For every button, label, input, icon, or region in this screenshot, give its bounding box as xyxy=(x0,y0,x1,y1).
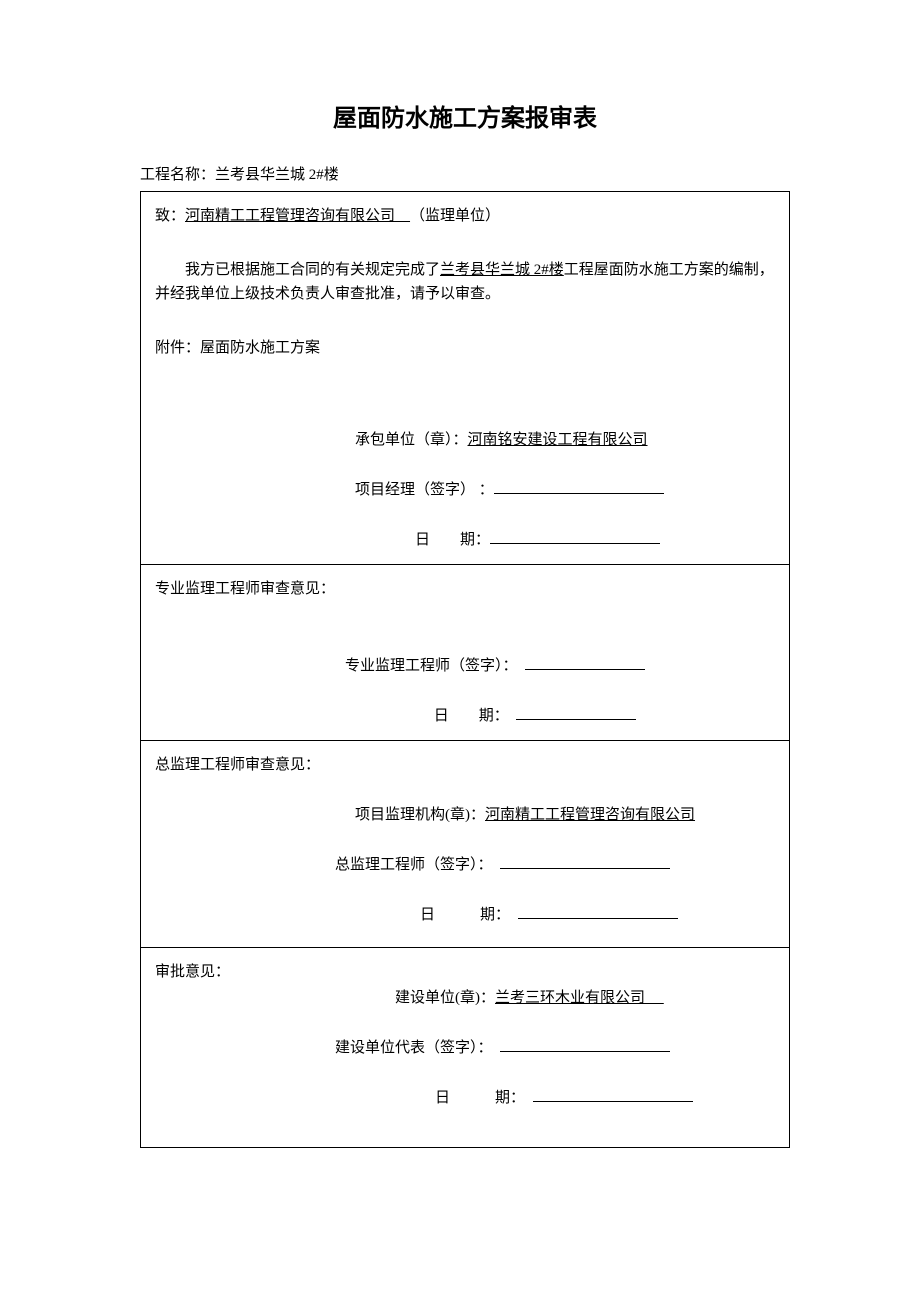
date4-label: 日 期： xyxy=(435,1090,525,1106)
chief-line: 总监理工程师（签字）： xyxy=(155,853,775,877)
date3-blank xyxy=(518,918,678,919)
project-value: 兰考县华兰城 2#楼 xyxy=(215,167,339,183)
section-approval: 审批意见： 建设单位(章)：兰考三环木业有限公司 建设单位代表（签字）： 日 期… xyxy=(141,948,790,1148)
rep-label: 建设单位代表（签字）： xyxy=(335,1040,493,1056)
supervisor-company: 河南精工工程管理咨询有限公司 xyxy=(185,208,410,224)
date2-label: 日 期： xyxy=(434,708,509,724)
body-project: 兰考县华兰城 2#楼 xyxy=(440,262,564,278)
approval-form-table: 致：河南精工工程管理咨询有限公司 （监理单位） 我方已根据施工合同的有关规定完成… xyxy=(140,191,790,1148)
rep-blank xyxy=(500,1051,670,1052)
supervisor-suffix: （监理单位） xyxy=(410,208,500,224)
pro-engineer-blank xyxy=(525,669,645,670)
org-label: 项目监理机构(章)： xyxy=(355,807,485,823)
body-prefix: 我方已根据施工合同的有关规定完成了 xyxy=(185,262,440,278)
to-line: 致：河南精工工程管理咨询有限公司 （监理单位） xyxy=(155,204,775,228)
section-chief-supervisor: 总监理工程师审查意见： 项目监理机构(章)：河南精工工程管理咨询有限公司 总监理… xyxy=(141,741,790,948)
builder-name: 兰考三环木业有限公司 xyxy=(495,990,664,1006)
date1-line: 日 期： xyxy=(155,528,775,552)
contractor-name: 河南铭安建设工程有限公司 xyxy=(468,432,648,448)
chief-label: 总监理工程师（签字）： xyxy=(335,857,493,873)
project-label: 工程名称： xyxy=(140,167,215,183)
pro-engineer-line: 专业监理工程师（签字）： xyxy=(155,654,775,678)
rep-line: 建设单位代表（签字）： xyxy=(155,1036,775,1060)
date2-blank xyxy=(516,719,636,720)
to-label: 致： xyxy=(155,208,185,224)
builder-label: 建设单位(章)： xyxy=(395,990,495,1006)
contractor-line: 承包单位（章）：河南铭安建设工程有限公司 xyxy=(155,428,775,452)
chief-blank xyxy=(500,868,670,869)
section2-heading: 专业监理工程师审查意见： xyxy=(155,577,775,601)
org-line: 项目监理机构(章)：河南精工工程管理咨询有限公司 xyxy=(155,803,775,827)
pm-label: 项目经理（签字） ： xyxy=(355,482,494,498)
contractor-label: 承包单位（章）： xyxy=(355,432,468,448)
section4-heading: 审批意见： xyxy=(155,960,775,984)
builder-line: 建设单位(章)：兰考三环木业有限公司 xyxy=(155,986,775,1010)
section-pro-supervisor: 专业监理工程师审查意见： 专业监理工程师（签字）： 日 期： xyxy=(141,565,790,741)
date1-blank xyxy=(490,543,660,544)
attachment-line: 附件：屋面防水施工方案 xyxy=(155,336,775,360)
date1-label: 日 期： xyxy=(415,532,490,548)
org-name: 河南精工工程管理咨询有限公司 xyxy=(485,807,695,823)
pm-signature-blank xyxy=(494,493,664,494)
section-contractor: 致：河南精工工程管理咨询有限公司 （监理单位） 我方已根据施工合同的有关规定完成… xyxy=(141,192,790,565)
form-title: 屋面防水施工方案报审表 xyxy=(140,100,790,138)
section3-heading: 总监理工程师审查意见： xyxy=(155,753,775,777)
body-text: 我方已根据施工合同的有关规定完成了兰考县华兰城 2#楼工程屋面防水施工方案的编制… xyxy=(155,258,775,306)
pm-line: 项目经理（签字） ： xyxy=(155,478,775,502)
pro-engineer-label: 专业监理工程师（签字）： xyxy=(345,658,518,674)
date3-label: 日 期： xyxy=(420,907,510,923)
project-name-row: 工程名称：兰考县华兰城 2#楼 xyxy=(140,163,790,187)
date4-line: 日 期： xyxy=(155,1086,775,1110)
date4-blank xyxy=(533,1101,693,1102)
date3-line: 日 期： xyxy=(155,903,775,927)
date2-line: 日 期： xyxy=(155,704,775,728)
